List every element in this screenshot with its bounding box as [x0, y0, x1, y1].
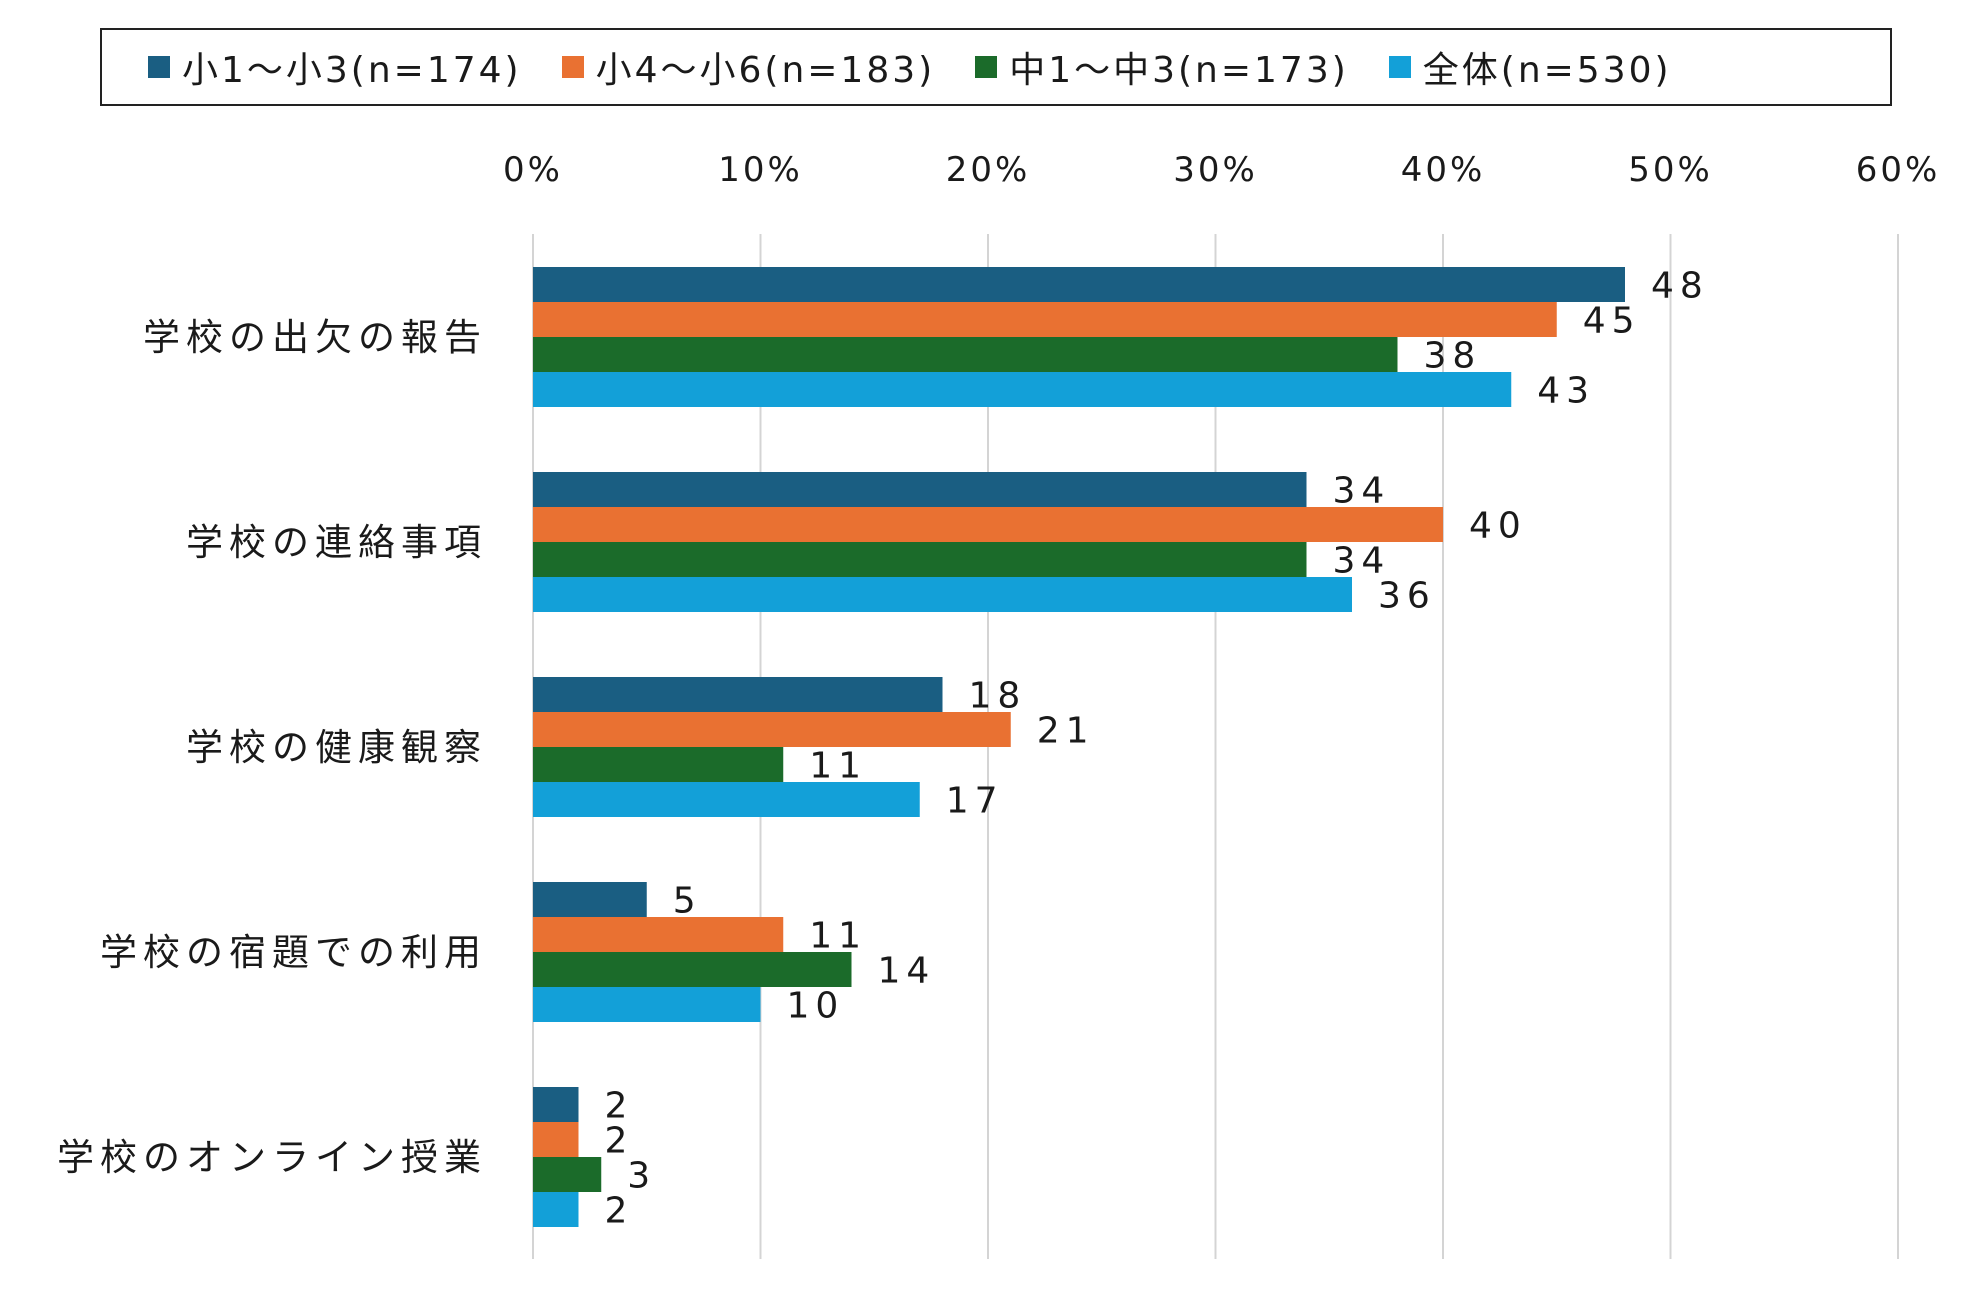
legend-swatch-series-3	[1388, 56, 1411, 78]
x-tick-label: 30%	[1173, 150, 1258, 190]
legend-label-series-3: 全体(n=530)	[1422, 50, 1672, 91]
x-tick-label: 50%	[1628, 150, 1713, 190]
bar	[533, 1087, 579, 1122]
data-label: 5	[673, 881, 702, 922]
x-tick-label: 60%	[1856, 150, 1941, 190]
data-label: 17	[946, 781, 1004, 822]
x-tick-label: 20%	[946, 150, 1031, 190]
legend-label-series-1: 小4〜小6(n=183)	[595, 50, 936, 91]
legend-swatch-series-0	[148, 56, 170, 78]
bar	[533, 542, 1307, 577]
legend-item-series-2: 中1〜中3(n=173)	[975, 41, 1349, 93]
data-label: 11	[809, 916, 867, 957]
bar	[533, 507, 1443, 542]
data-label: 38	[1424, 336, 1482, 377]
bar	[533, 952, 852, 987]
category-label: 学校の宿題での利用	[100, 931, 487, 974]
x-tick-label: 10%	[718, 150, 803, 190]
bar	[533, 747, 784, 782]
data-label: 48	[1651, 266, 1709, 307]
bar	[533, 677, 943, 712]
bar	[533, 372, 1512, 407]
data-label: 21	[1037, 711, 1095, 752]
bar	[533, 577, 1352, 612]
bar	[533, 1122, 579, 1157]
category-label: 学校の出欠の報告	[143, 316, 487, 359]
data-label: 10	[787, 986, 845, 1027]
data-label: 2	[605, 1121, 634, 1162]
data-label: 34	[1333, 471, 1391, 512]
data-label: 3	[627, 1156, 656, 1197]
bar	[533, 337, 1398, 372]
legend-item-series-1: 小4〜小6(n=183)	[561, 41, 936, 93]
legend: 小1〜小3(n=174) 小4〜小6(n=183) 中1〜中3(n=173) 全…	[100, 28, 1892, 106]
bar	[533, 987, 761, 1022]
bar	[533, 1192, 579, 1227]
bar	[533, 917, 784, 952]
category-label: 学校のオンライン授業	[57, 1136, 487, 1179]
category-label: 学校の連絡事項	[186, 521, 487, 564]
bar	[533, 267, 1625, 302]
data-label: 36	[1378, 576, 1436, 617]
legend-label-series-2: 中1〜中3(n=173)	[1009, 50, 1349, 91]
legend-item-series-3: 全体(n=530)	[1388, 41, 1672, 93]
data-label: 14	[878, 951, 936, 992]
bar	[533, 472, 1307, 507]
legend-item-series-0: 小1〜小3(n=174)	[148, 41, 522, 93]
data-label: 40	[1469, 506, 1527, 547]
bar	[533, 302, 1557, 337]
data-label: 2	[605, 1086, 634, 1127]
x-tick-label: 0%	[503, 150, 563, 190]
bar	[533, 782, 920, 817]
data-label: 18	[969, 676, 1027, 717]
data-label: 43	[1537, 371, 1595, 412]
legend-label-series-0: 小1〜小3(n=174)	[182, 50, 522, 91]
data-label: 45	[1583, 301, 1641, 342]
bar	[533, 712, 1011, 747]
x-tick-label: 40%	[1401, 150, 1486, 190]
data-label: 11	[809, 746, 867, 787]
legend-swatch-series-1	[561, 56, 584, 78]
bar	[533, 1157, 602, 1192]
legend-swatch-series-2	[975, 56, 998, 78]
bar	[533, 882, 647, 917]
data-label: 34	[1333, 541, 1391, 582]
category-label: 学校の健康観察	[186, 726, 487, 769]
data-label: 2	[605, 1191, 634, 1232]
